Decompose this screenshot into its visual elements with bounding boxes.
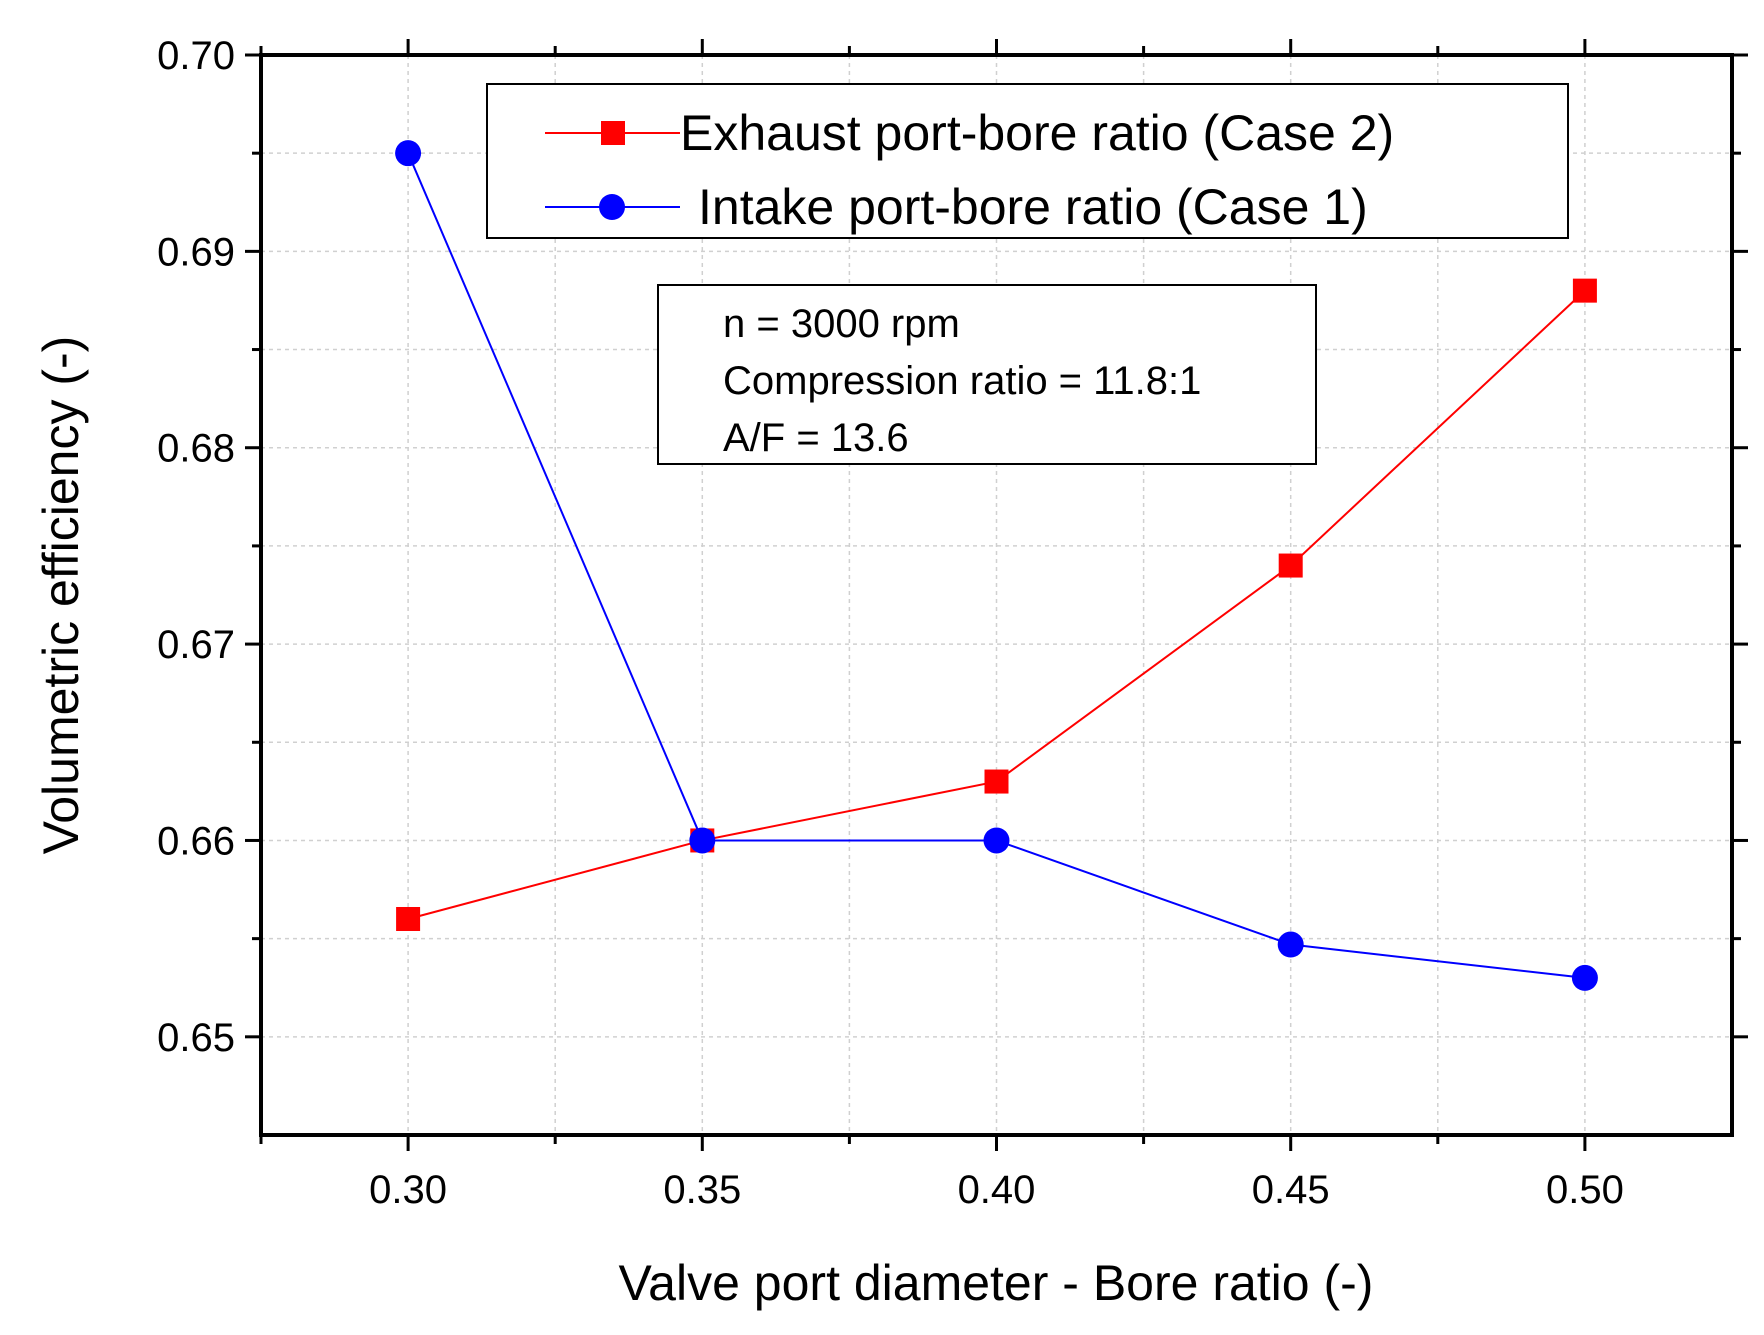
exhaust-point	[984, 769, 1009, 794]
x-tick-label: 0.35	[663, 1168, 741, 1212]
x-tick-label: 0.50	[1546, 1168, 1624, 1212]
intake-point	[395, 140, 422, 167]
y-tick-label: 0.68	[157, 427, 235, 471]
legend-intake-label: Intake port-bore ratio (Case 1)	[698, 179, 1368, 235]
legend: Exhaust port-bore ratio (Case 2) Intake …	[486, 83, 1569, 239]
legend-intake-marker	[599, 194, 625, 220]
intake-point	[1571, 964, 1598, 991]
legend-exhaust-marker	[601, 121, 625, 145]
ticks: 0.30 0.35 0.40 0.45 0.50 0.65 0.66 0.67 0.68 0.69…	[157, 34, 1748, 1212]
note-air-fuel: A/F = 13.6	[723, 416, 909, 460]
conditions-note: n = 3000 rpm Compression ratio = 11.8:1 …	[657, 284, 1317, 465]
exhaust-point	[1278, 553, 1303, 578]
intake-point	[689, 827, 716, 854]
y-axis-title: Volumetric efficiency (-)	[33, 336, 89, 855]
x-tick-label: 0.45	[1252, 1168, 1330, 1212]
exhaust-point	[1572, 278, 1597, 303]
legend-box	[486, 83, 1569, 239]
y-tick-label: 0.67	[157, 623, 235, 667]
y-tick-label: 0.69	[157, 230, 235, 274]
exhaust-point	[396, 907, 421, 931]
y-tick-label: 0.66	[157, 819, 235, 863]
x-axis-title: Valve port diameter - Bore ratio (-)	[619, 1255, 1374, 1311]
y-tick-label: 0.65	[157, 1016, 235, 1060]
note-compression-ratio: Compression ratio = 11.8:1	[723, 359, 1201, 403]
legend-exhaust-label: Exhaust port-bore ratio (Case 2)	[680, 105, 1394, 161]
series-layer	[395, 140, 1598, 991]
note-speed: n = 3000 rpm	[723, 302, 960, 346]
intake-point	[983, 827, 1010, 854]
x-tick-label: 0.30	[369, 1168, 447, 1212]
intake-point	[1277, 931, 1304, 958]
x-tick-label: 0.40	[958, 1168, 1036, 1212]
series-intake	[395, 140, 1598, 991]
intake-series-line	[407, 152, 1586, 979]
y-tick-label: 0.70	[157, 34, 235, 78]
conditions-box	[657, 284, 1317, 465]
